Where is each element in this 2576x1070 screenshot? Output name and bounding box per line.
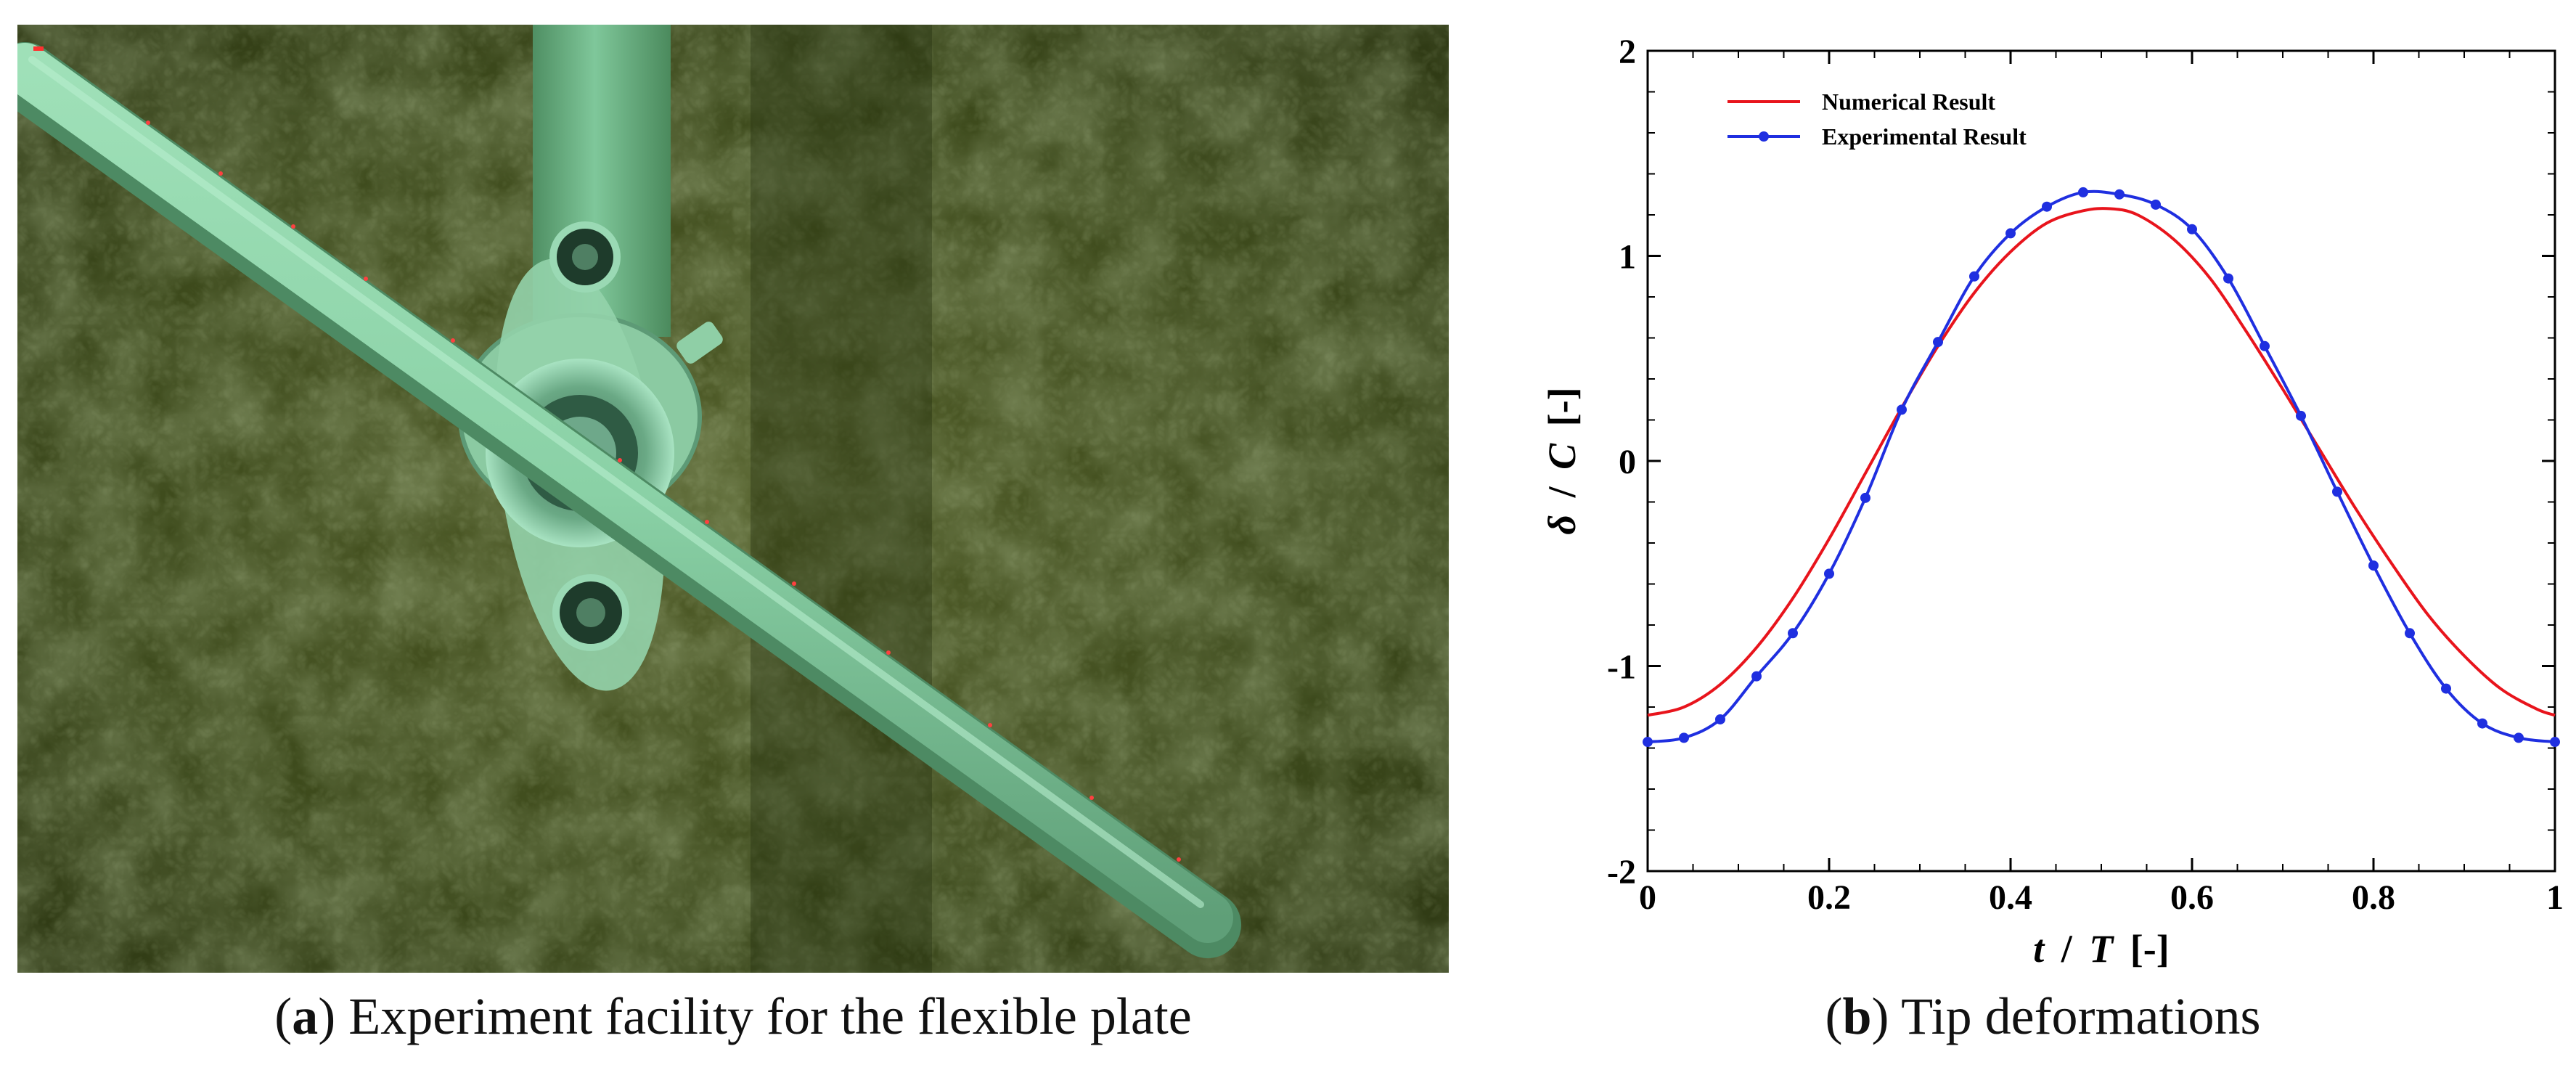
experimental-data-point [2477,718,2487,729]
experimental-data-point [1897,404,1907,415]
y-axis-label: δ / C [-] [1540,387,1584,534]
experimental-data-point [1788,628,1798,639]
experimental-data-point [2550,737,2560,748]
experimental-data-point [2296,410,2306,421]
x-axis-label: t / T [-] [2033,927,2169,971]
caption-b-letter: b [1842,987,1872,1045]
y-tick-label: 1 [1619,238,1636,277]
experimental-data-point [2332,486,2342,497]
x-tick-label: 0.6 [2170,878,2214,917]
legend-marker-experimental [1759,131,1769,142]
caption-panel-b: (b) Tip deformations [1825,987,2261,1045]
legend-label-experimental: Experimental Result [1822,123,2027,150]
experimental-data-point [2114,189,2125,200]
caption-a-letter: a [292,987,319,1045]
experiment-photo [0,25,1449,973]
x-tick-label: 0.2 [1807,878,1851,917]
legend-label-numerical: Numerical Result [1822,89,1995,115]
experimental-data-point [2260,340,2270,351]
experimental-data-point [2005,228,2016,239]
y-tick-label: -1 [1607,648,1636,687]
experimental-data-point [1824,568,1834,579]
x-tick-label: 0.4 [1989,878,2032,917]
experimental-data-point [2441,683,2451,694]
y-tick-label: 0 [1619,443,1636,481]
experimental-data-point [1933,337,1943,348]
caption-panel-a: (a) Experiment facility for the flexible… [274,987,1192,1045]
experimental-data-point [2187,224,2197,234]
experimental-data-point [2151,199,2161,210]
x-tick-label: 1 [2546,878,2564,917]
experimental-data-point [2514,732,2524,743]
tip-deformation-chart: 0 0.2 0.4 0.6 0.8 1 -2 -1 0 1 2 Numerical Result E… [1510,0,2576,1002]
experimental-data-point [1969,271,1979,282]
experimental-data-point [1715,714,1725,724]
series-line-numerical [1647,207,2556,717]
y-tick-label: 2 [1619,33,1636,71]
experimental-data-point [2368,560,2379,571]
plot-area-frame [1646,49,2556,873]
experimental-data-point [1751,671,1762,682]
experimental-data-point [1643,737,1653,748]
experimental-data-point [1860,492,1870,503]
legend: Numerical Result Experimental Result [1727,89,2027,150]
experimental-data-point [2078,187,2088,197]
experimental-data-point [2405,628,2415,639]
caption-b-text: Tip deformations [1901,987,2261,1045]
experimental-data-point [2042,201,2052,212]
y-tick-label: -2 [1607,853,1636,891]
experimental-data-point [1679,732,1689,743]
experimental-data-point [2223,273,2233,284]
caption-a-text: Experiment facility for the flexible pla… [348,987,1192,1045]
series-line-experimental [1647,189,2556,744]
x-tick-label: 0 [1639,878,1656,917]
x-tick-label: 0.8 [2352,878,2395,917]
